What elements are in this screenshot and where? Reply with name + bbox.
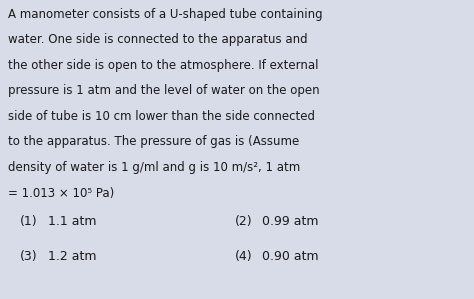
- Text: A manometer consists of a U-shaped tube containing: A manometer consists of a U-shaped tube …: [8, 8, 323, 21]
- Text: (2): (2): [235, 215, 253, 228]
- Text: 1.2 atm: 1.2 atm: [48, 250, 97, 263]
- Text: = 1.013 × 10⁵ Pa): = 1.013 × 10⁵ Pa): [8, 187, 114, 199]
- Text: (4): (4): [235, 250, 253, 263]
- Text: (3): (3): [20, 250, 37, 263]
- Text: (1): (1): [20, 215, 37, 228]
- Text: water. One side is connected to the apparatus and: water. One side is connected to the appa…: [8, 33, 308, 47]
- Text: 1.1 atm: 1.1 atm: [48, 215, 97, 228]
- Text: side of tube is 10 cm lower than the side connected: side of tube is 10 cm lower than the sid…: [8, 110, 315, 123]
- Text: 0.90 atm: 0.90 atm: [262, 250, 319, 263]
- Text: 0.99 atm: 0.99 atm: [262, 215, 319, 228]
- Text: pressure is 1 atm and the level of water on the open: pressure is 1 atm and the level of water…: [8, 85, 319, 97]
- Text: density of water is 1 g/ml and g is 10 m/s², 1 atm: density of water is 1 g/ml and g is 10 m…: [8, 161, 300, 174]
- Text: the other side is open to the atmosphere. If external: the other side is open to the atmosphere…: [8, 59, 319, 72]
- Text: to the apparatus. The pressure of gas is (Assume: to the apparatus. The pressure of gas is…: [8, 135, 299, 149]
